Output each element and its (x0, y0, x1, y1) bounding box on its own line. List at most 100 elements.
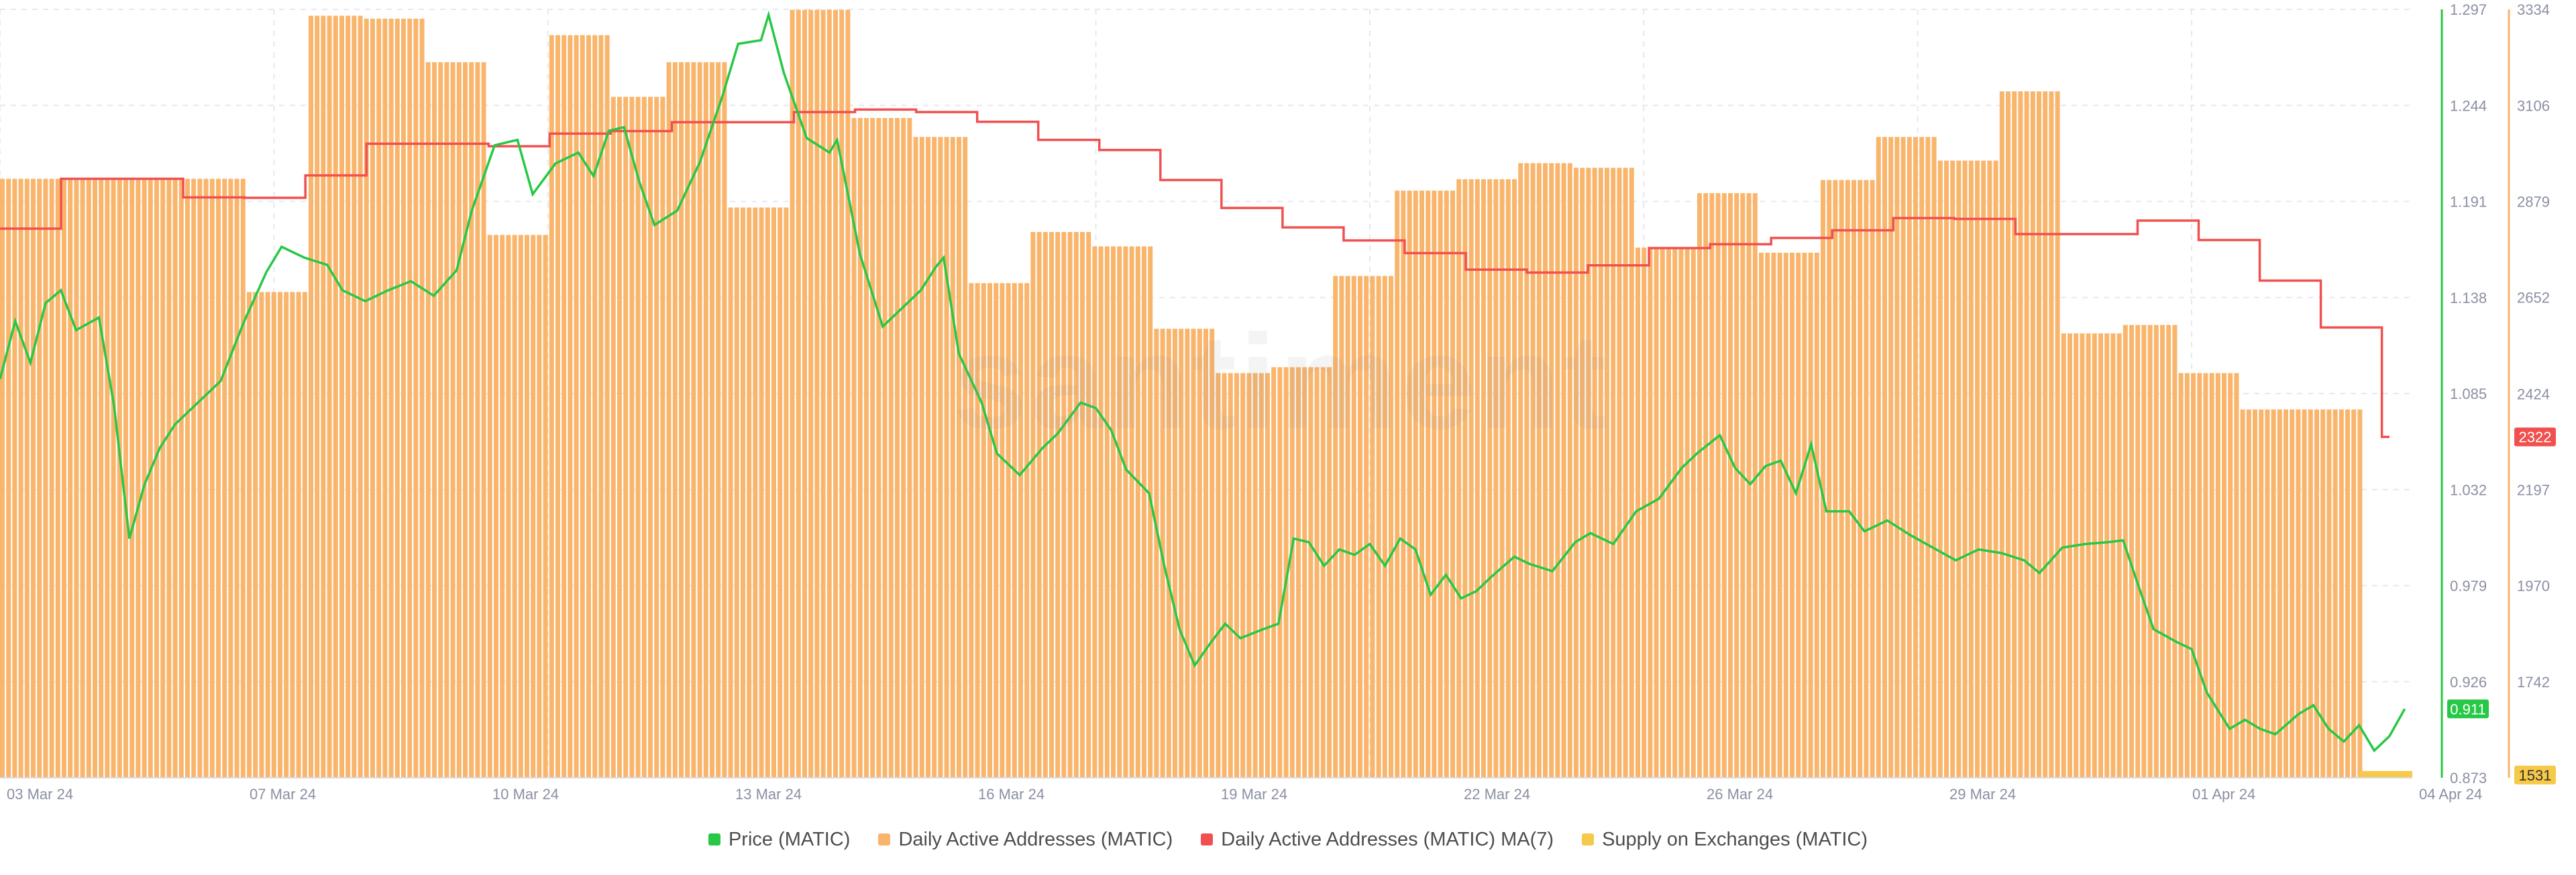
daily-active-bar (1320, 367, 1326, 778)
daily-active-bar (512, 235, 517, 778)
daily-active-bar (1049, 232, 1054, 778)
daily-active-bar (747, 207, 752, 778)
daily-active-bar (1981, 160, 1986, 778)
daily-active-bar (388, 18, 394, 778)
daily-active-bar (1407, 190, 1412, 778)
daily-active-bar (1240, 373, 1246, 778)
daily-active-bar (1629, 168, 1634, 778)
daily-active-bar (111, 178, 116, 778)
daily-active-bar (1327, 367, 1332, 778)
x-tick-label: 07 Mar 24 (250, 786, 316, 803)
daily-active-bar (975, 283, 980, 778)
daily-active-bar (1228, 373, 1233, 778)
daa-tick-label: 3334 (2517, 1, 2550, 18)
supply-bar (2359, 770, 2412, 778)
daily-active-bar (1135, 246, 1140, 778)
daily-active-bar (2086, 333, 2091, 778)
daily-active-bar (1271, 367, 1277, 778)
daily-active-bar (2197, 373, 2202, 778)
daily-active-bar (1574, 168, 1578, 778)
daily-active-bar (1104, 246, 1110, 778)
daily-active-bar (1530, 163, 1536, 778)
daily-active-bar (2296, 409, 2301, 778)
daily-active-bar (537, 235, 542, 778)
daily-active-bar (808, 9, 814, 778)
daily-active-bar (247, 292, 252, 778)
daily-active-bar (1931, 137, 1937, 778)
daily-active-bar (685, 62, 690, 778)
daily-active-bar (1364, 276, 1369, 778)
daily-active-bar (2184, 373, 2190, 778)
daily-active-bar (278, 292, 282, 778)
daily-active-bar (1395, 190, 1400, 778)
daily-active-bar (716, 62, 721, 778)
x-tick-label: 26 Mar 24 (1707, 786, 1773, 803)
daily-active-bar (907, 117, 912, 778)
daily-active-bar (839, 9, 845, 778)
daily-active-bar (1358, 276, 1362, 778)
daily-active-bar (994, 283, 999, 778)
daily-active-bar (1474, 179, 1480, 778)
price-tick-label: 1.297 (2450, 1, 2487, 18)
daily-active-bar (1913, 137, 1918, 778)
daily-active-bar (1721, 193, 1727, 778)
daily-active-bar (74, 178, 79, 778)
x-tick-label: 16 Mar 24 (978, 786, 1044, 803)
daily-active-bar (617, 97, 622, 778)
daily-active-bar (1283, 367, 1289, 778)
daily-active-bar (1783, 252, 1788, 778)
daily-active-bar (2215, 373, 2220, 778)
daily-active-bar (1567, 163, 1572, 778)
daily-active-bar (1703, 193, 1709, 778)
daily-active-bar (1512, 179, 1517, 778)
x-tick-label: 01 Apr 24 (2192, 786, 2255, 803)
legend-item-daily-active[interactable]: Daily Active Addresses (MATIC) (878, 829, 1173, 851)
daily-active-bar (2345, 409, 2350, 778)
daily-active-bar (55, 178, 60, 778)
daily-active-bar (2147, 325, 2153, 778)
daily-active-bar (1802, 252, 1807, 778)
daily-active-bar (1950, 160, 1955, 778)
daily-active-bar (2234, 373, 2239, 778)
daily-active-bar (2339, 409, 2344, 778)
daily-active-bar (2037, 91, 2041, 778)
daily-active-bar (660, 97, 665, 778)
legend-item-supply[interactable]: Supply on Exchanges (MATIC) (1582, 829, 1868, 851)
daily-active-bar (1450, 190, 1455, 778)
daily-active-bar (1605, 168, 1609, 778)
daily-active-bar (1456, 179, 1462, 778)
daily-active-bar (259, 292, 264, 778)
daily-active-bar (1289, 367, 1295, 778)
daily-active-bar (629, 97, 635, 778)
legend-item-daily-active-ma[interactable]: Daily Active Addresses (MATIC) MA(7) (1201, 829, 1554, 851)
daily-active-bar (2055, 91, 2060, 778)
daily-active-bar (1858, 180, 1863, 778)
daily-active-bar (1505, 179, 1511, 778)
daily-active-bar (1611, 168, 1616, 778)
daily-active-bar (1129, 246, 1134, 778)
daily-active-bar (784, 207, 789, 778)
price-tick-label: 0.979 (2450, 578, 2487, 595)
price-last-value: 0.911 (2450, 701, 2485, 717)
daily-active-bar (321, 15, 326, 778)
daily-active-bar (555, 35, 560, 778)
daily-active-bar (635, 97, 641, 778)
daily-active-bar (1543, 163, 1548, 778)
daily-active-bar (1635, 247, 1640, 778)
line-layer (0, 10, 2406, 753)
daily-active-bar (1864, 180, 1869, 778)
daily-active-bar (18, 178, 23, 778)
daily-active-bar (1296, 367, 1301, 778)
daily-active-bar (43, 178, 48, 778)
daily-active-bar (1401, 190, 1406, 778)
legend-item-price[interactable]: Price (MATIC) (708, 829, 850, 851)
daily-active-bar (1426, 190, 1431, 778)
daily-active-bar (1432, 190, 1437, 778)
daily-active-bar (580, 35, 585, 778)
daily-active-bar (1370, 276, 1375, 778)
daily-active-bar (1833, 180, 1838, 778)
daily-active-bar (1092, 246, 1097, 778)
daily-active-bar (290, 292, 295, 778)
daily-active-bar (1413, 190, 1418, 778)
